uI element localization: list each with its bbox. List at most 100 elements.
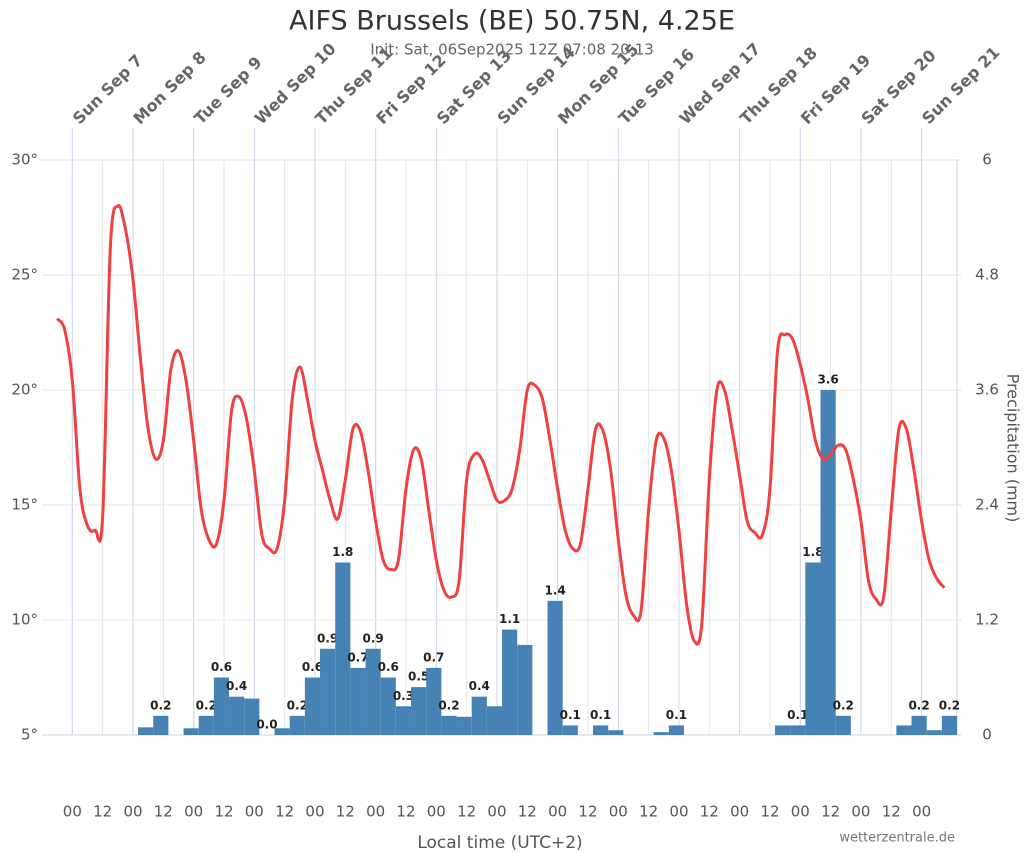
precip-bar xyxy=(426,667,442,735)
precip-bar xyxy=(411,687,427,735)
x-tick-label: 12 xyxy=(396,803,415,821)
x-tick-label: 12 xyxy=(578,803,597,821)
precip-bar xyxy=(229,696,245,735)
x-tick-label: 12 xyxy=(760,803,779,821)
y2-tick-label: 3.6 xyxy=(975,381,999,399)
precip-bar xyxy=(304,677,321,735)
data-label: 0.1 xyxy=(666,708,687,722)
data-label: 0.6 xyxy=(211,660,232,674)
x-tick-label: 00 xyxy=(912,803,931,821)
y2-tick-label: 4.8 xyxy=(975,266,999,284)
data-label: 0.1 xyxy=(560,708,581,722)
precip-bar xyxy=(805,562,821,735)
data-label: 0.0 xyxy=(256,718,277,732)
x-tick-label: 00 xyxy=(791,803,810,821)
precip-bar xyxy=(653,732,669,735)
data-label: 0.5 xyxy=(408,670,429,684)
x-tick-label: 00 xyxy=(305,803,324,821)
precip-bar xyxy=(502,629,518,735)
y2-tick-label: 0 xyxy=(982,726,992,744)
x-tick-label: 00 xyxy=(184,803,203,821)
data-label: 0.2 xyxy=(939,698,960,712)
data-label: 1.8 xyxy=(802,545,823,559)
precip-bar xyxy=(820,390,836,735)
y2-tick-label: 1.2 xyxy=(975,611,999,629)
x-tick-label: 12 xyxy=(214,803,233,821)
precip-bar xyxy=(668,725,685,735)
data-label: 0.7 xyxy=(423,650,444,664)
x-tick-label: 12 xyxy=(821,803,840,821)
precip-bar xyxy=(380,677,396,735)
y2-axis-label: Precipitation (mm) xyxy=(1004,374,1023,523)
precip-bar xyxy=(547,600,563,735)
precip-bar xyxy=(365,648,381,735)
data-label: 0.1 xyxy=(787,708,808,722)
data-label: 3.6 xyxy=(817,373,838,387)
x-tick-label: 00 xyxy=(366,803,385,821)
credit: wetterzentrale.de xyxy=(839,831,955,846)
data-label: 0.4 xyxy=(469,679,490,693)
x-tick-label: 12 xyxy=(518,803,537,821)
data-label: 0.9 xyxy=(317,631,338,645)
x-tick-label: 00 xyxy=(609,803,628,821)
y2-tick-label: 2.4 xyxy=(975,496,999,514)
precip-bar xyxy=(775,725,791,735)
y-tick-label: 15° xyxy=(11,496,38,514)
data-label: 0.1 xyxy=(590,708,611,722)
data-label: 0.2 xyxy=(833,698,854,712)
precip-bar xyxy=(896,725,912,735)
x-tick-label: 12 xyxy=(700,803,719,821)
x-tick-label: 00 xyxy=(669,803,688,821)
temperature-line xyxy=(55,203,946,646)
precip-bar xyxy=(350,667,366,735)
precip-bar xyxy=(289,715,305,735)
precip-bar xyxy=(562,725,578,735)
precip-bar xyxy=(835,715,851,735)
data-label: 1.1 xyxy=(499,612,520,626)
data-label: 0.2 xyxy=(196,698,217,712)
precip-bar xyxy=(911,715,927,735)
x-tick-label: 00 xyxy=(63,803,82,821)
precip-bar xyxy=(941,715,957,735)
x-tick-label: 00 xyxy=(123,803,142,821)
x-tick-label: 12 xyxy=(336,803,355,821)
data-label: 1.8 xyxy=(332,545,353,559)
y-tick-label: 30° xyxy=(11,151,38,169)
x-tick-label: 00 xyxy=(730,803,749,821)
precip-bar xyxy=(486,706,503,735)
x-tick-label: 00 xyxy=(427,803,446,821)
precip-bar xyxy=(471,696,487,735)
x-tick-label: 12 xyxy=(93,803,112,821)
data-label: 0.2 xyxy=(908,698,929,712)
data-label: 0.2 xyxy=(287,698,308,712)
data-label: 0.4 xyxy=(226,679,247,693)
x-tick-label: 12 xyxy=(457,803,476,821)
precip-bar xyxy=(335,562,351,735)
data-label: 0.6 xyxy=(378,660,399,674)
precip-bar xyxy=(441,715,457,735)
precip-bar xyxy=(456,716,472,735)
precip-bar xyxy=(183,728,199,735)
precip-bar xyxy=(213,677,230,735)
precip-bar xyxy=(274,728,290,735)
y-tick-label: 10° xyxy=(11,611,38,629)
x-tick-label: 12 xyxy=(275,803,294,821)
data-label: 0.2 xyxy=(150,698,171,712)
data-label: 0.2 xyxy=(438,698,459,712)
x-tick-label: 00 xyxy=(487,803,506,821)
x-tick-label: 12 xyxy=(882,803,901,821)
precip-bar xyxy=(153,715,169,735)
x-tick-label: 00 xyxy=(851,803,870,821)
x-axis-label: Local time (UTC+2) xyxy=(417,833,582,853)
precip-bar xyxy=(244,698,260,735)
x-tick-label: 00 xyxy=(548,803,567,821)
data-label: 1.4 xyxy=(544,583,565,597)
data-label: 0.6 xyxy=(302,660,323,674)
x-tick-label: 12 xyxy=(639,803,658,821)
data-label: 0.9 xyxy=(362,631,383,645)
y-tick-label: 5° xyxy=(21,726,38,744)
y2-tick-label: 6 xyxy=(982,151,992,169)
precip-bar xyxy=(138,727,154,735)
x-tick-label: 00 xyxy=(245,803,264,821)
